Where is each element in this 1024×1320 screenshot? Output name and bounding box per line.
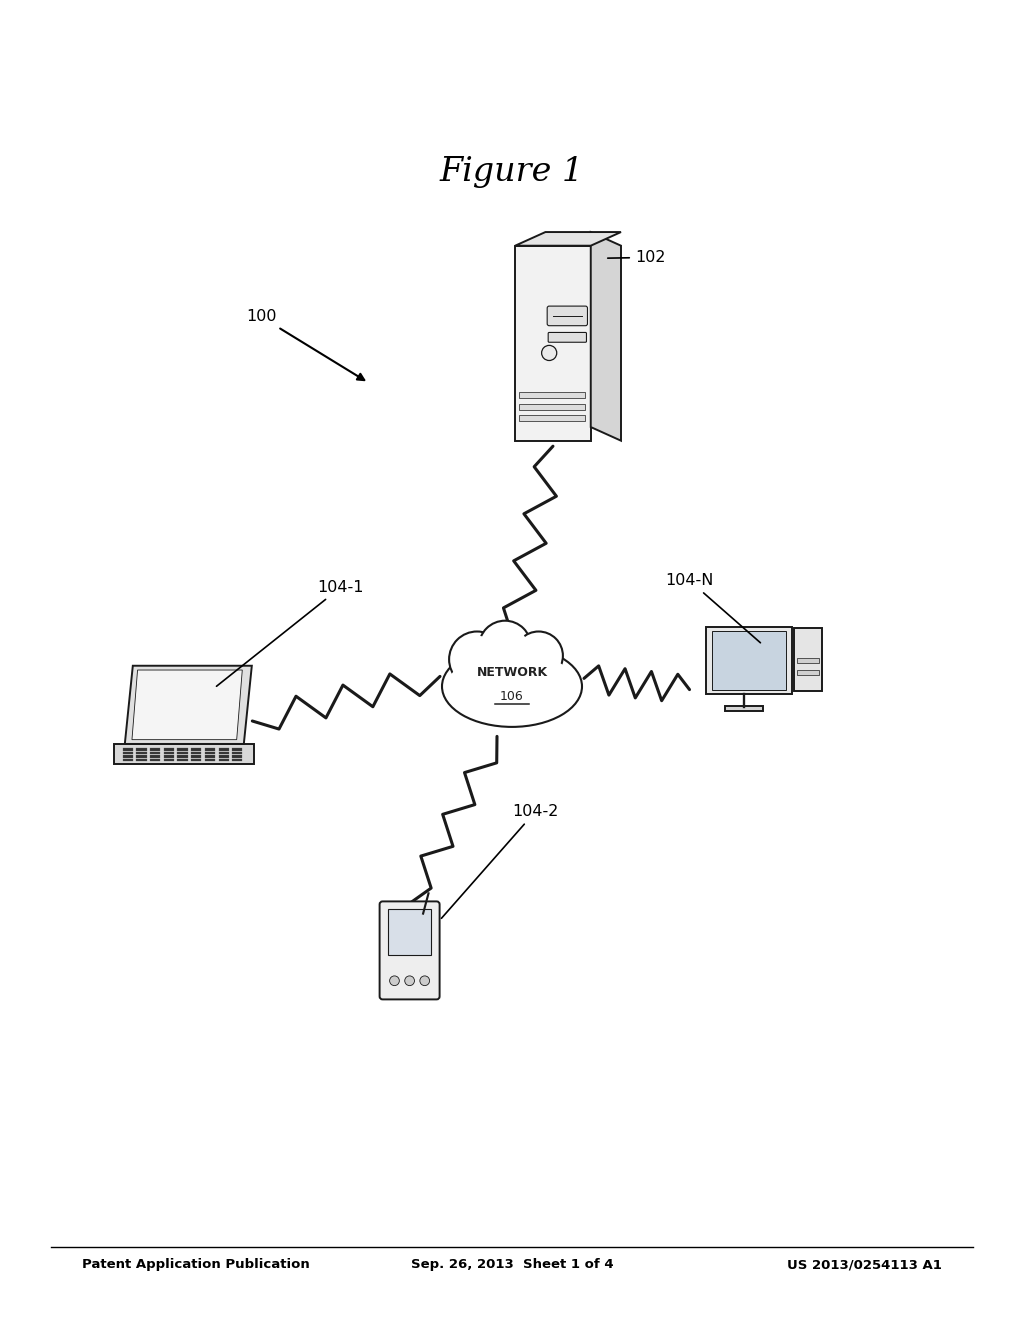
Bar (712, 631, 785, 690)
Bar (151, 752, 161, 754)
Bar (191, 755, 202, 758)
Bar (123, 748, 133, 751)
Text: 102: 102 (607, 249, 666, 265)
Bar (205, 748, 215, 751)
FancyBboxPatch shape (548, 333, 587, 342)
Circle shape (450, 631, 505, 688)
Text: 100: 100 (246, 309, 365, 380)
Bar (136, 755, 146, 758)
Text: 104-N: 104-N (666, 573, 761, 643)
Bar (232, 755, 243, 758)
Circle shape (514, 631, 563, 680)
Bar (191, 759, 202, 762)
Bar (164, 759, 174, 762)
Circle shape (404, 975, 415, 986)
Text: Patent Application Publication: Patent Application Publication (82, 1258, 309, 1271)
Polygon shape (591, 232, 621, 441)
Text: Figure 1: Figure 1 (440, 156, 584, 187)
Bar (151, 755, 161, 758)
Bar (519, 404, 586, 409)
Polygon shape (125, 665, 252, 744)
Bar (136, 752, 146, 754)
Circle shape (389, 975, 399, 986)
Bar (123, 755, 133, 758)
Bar (177, 755, 187, 758)
Ellipse shape (447, 652, 577, 721)
Text: 104-1: 104-1 (216, 579, 364, 686)
Bar (725, 706, 764, 711)
Bar (795, 628, 822, 690)
Bar (205, 752, 215, 754)
Bar (136, 759, 146, 762)
Bar (232, 759, 243, 762)
Bar (232, 752, 243, 754)
FancyBboxPatch shape (547, 306, 588, 326)
Bar (191, 752, 202, 754)
Polygon shape (132, 671, 243, 739)
Bar (515, 246, 591, 441)
Bar (519, 416, 586, 421)
Polygon shape (515, 232, 621, 246)
Bar (164, 755, 174, 758)
Bar (123, 759, 133, 762)
Bar (218, 759, 228, 762)
Circle shape (479, 620, 531, 673)
FancyBboxPatch shape (380, 902, 439, 999)
Bar (797, 671, 819, 676)
Circle shape (518, 635, 559, 676)
Circle shape (420, 975, 430, 986)
Bar (218, 748, 228, 751)
Bar (123, 752, 133, 754)
Bar (164, 752, 174, 754)
Bar (232, 748, 243, 751)
Bar (136, 748, 146, 751)
Circle shape (482, 624, 527, 669)
Text: 104-2: 104-2 (441, 804, 558, 919)
Bar (388, 909, 431, 954)
Text: NETWORK: NETWORK (476, 665, 548, 678)
Bar (115, 744, 254, 764)
Bar (218, 752, 228, 754)
Bar (205, 759, 215, 762)
Ellipse shape (442, 645, 582, 727)
Bar (218, 755, 228, 758)
Bar (177, 748, 187, 751)
Bar (706, 627, 792, 694)
Text: Sep. 26, 2013  Sheet 1 of 4: Sep. 26, 2013 Sheet 1 of 4 (411, 1258, 613, 1271)
Bar (151, 759, 161, 762)
Circle shape (454, 636, 501, 684)
Bar (797, 657, 819, 663)
Text: 106: 106 (500, 690, 524, 702)
Bar (177, 759, 187, 762)
Text: US 2013/0254113 A1: US 2013/0254113 A1 (787, 1258, 942, 1271)
Bar (519, 392, 586, 397)
Bar (205, 755, 215, 758)
Circle shape (542, 346, 557, 360)
Bar (151, 748, 161, 751)
Bar (164, 748, 174, 751)
Bar (177, 752, 187, 754)
Bar (191, 748, 202, 751)
